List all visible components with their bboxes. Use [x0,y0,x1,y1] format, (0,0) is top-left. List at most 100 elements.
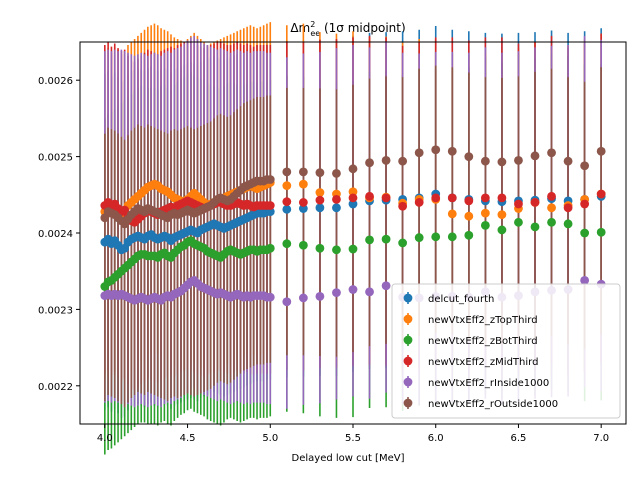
data-point [365,191,374,201]
data-point [480,156,490,166]
x-tick-label: 4.5 [180,433,196,444]
data-point [480,193,490,203]
data-point [514,199,523,209]
data-point [265,243,275,253]
y-tick-label: 0.0025 [38,153,73,164]
data-point [431,193,441,203]
series-newVtxEff2_rOutside1000-points [100,145,606,229]
chart-title: Δm2 ee (1σ midpoint) [290,20,405,38]
data-point [282,181,292,191]
data-point [365,235,374,245]
data-point [431,232,441,242]
series-newVtxEff2_zBotThird-points [100,217,606,291]
data-point [348,285,358,294]
y-tick-label: 0.0022 [38,382,73,393]
legend-marker [403,398,413,408]
data-point [265,175,275,184]
legend-label: newVtxEff2_rOutside1000 [428,399,558,410]
legend-marker [403,335,413,345]
data-point [530,198,540,207]
data-point [315,243,325,253]
title-rest: (1σ midpoint) [320,21,405,35]
axes: 4.0 4.5 5.0 5.5 6.0 6.5 7.0 0.0022 0.0023 0.0024 0… [38,41,627,444]
data-point [414,233,424,242]
legend-label: newVtxEff2_zTopThird [428,315,538,326]
data-point [464,152,474,162]
data-point [348,193,358,203]
legend-marker [403,293,413,303]
data-point [265,292,275,302]
data-point [480,220,490,230]
x-tick-label: 6.0 [428,433,444,444]
data-point [298,167,308,177]
data-point [381,193,391,203]
data-marks [100,22,606,455]
data-point [530,151,540,161]
legend-label: newVtxEff2_zMidThird [428,357,538,368]
data-point [580,228,590,238]
data-point [398,238,408,248]
x-axis-label: Delayed low cut [MeV] [292,453,405,464]
title-subscript: ee [310,29,320,38]
data-point [563,219,573,229]
data-point [398,156,408,166]
data-point [398,201,408,211]
title-superscript: 2 [310,20,315,29]
data-point [497,210,507,220]
data-point [547,217,556,227]
legend-label: delcut_fourth [428,294,494,305]
data-point [596,146,606,156]
data-point [332,288,341,297]
data-point [315,168,325,178]
legend-item: newVtxEff2_rOutside1000 [403,397,558,410]
data-point [596,227,606,237]
legend-item: newVtxEff2_zBotThird [403,334,538,347]
data-point [348,187,358,197]
data-point [348,244,358,254]
data-point [447,232,457,242]
x-tick-label: 6.5 [511,433,527,444]
data-point [365,158,374,168]
data-point [464,196,474,206]
legend-marker [403,314,413,324]
data-point [547,191,556,201]
legend-item: newVtxEff2_zTopThird [403,313,538,326]
data-point [596,189,606,199]
data-point [464,211,474,221]
data-point [381,156,391,165]
data-point [315,195,325,205]
data-point [514,217,523,227]
data-point [381,281,391,291]
data-point [332,194,341,204]
data-point [381,234,391,244]
legend-item: delcut_fourth [403,292,494,305]
data-point [265,201,275,210]
data-point [315,188,325,197]
title-base: Δm [290,21,310,35]
y-tick-label: 0.0026 [38,76,73,87]
data-point [464,230,474,240]
data-point [580,199,590,209]
data-point [298,179,308,189]
legend-marker [403,377,413,387]
data-point [282,204,292,214]
y-tick-label: 0.0024 [38,229,73,240]
data-point [497,157,507,167]
data-point [414,198,424,207]
data-point [497,193,507,203]
legend-box [391,283,621,419]
legend-label: newVtxEff2_rInside1000 [428,378,549,389]
data-point [563,203,573,213]
data-point [298,204,308,213]
data-point [282,197,292,207]
data-point [447,209,457,219]
x-tick-label: 5.5 [345,433,361,444]
data-point [298,293,308,303]
data-point [315,292,325,301]
data-point [282,297,292,307]
data-point [497,225,507,235]
data-point [414,148,424,158]
data-point [348,164,358,174]
data-point [447,146,457,156]
